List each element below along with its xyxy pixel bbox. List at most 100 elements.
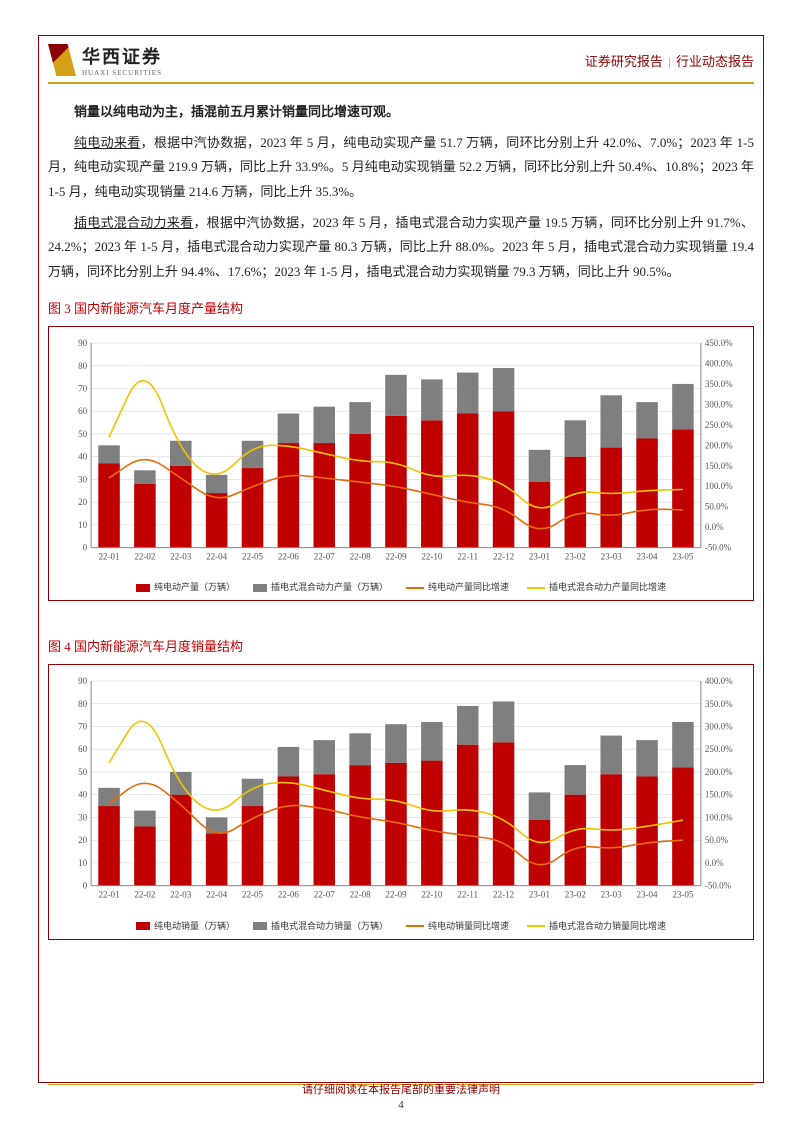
svg-text:60: 60: [78, 406, 88, 416]
legend-swatch: [136, 584, 150, 592]
legend-item: 纯电动销量同比增速: [406, 918, 509, 935]
svg-text:23-02: 23-02: [565, 890, 587, 900]
svg-text:23-05: 23-05: [672, 551, 694, 561]
svg-text:22-06: 22-06: [278, 890, 300, 900]
svg-text:23-05: 23-05: [672, 890, 694, 900]
svg-text:200.0%: 200.0%: [705, 767, 733, 777]
para-1: 纯电动来看，根据中汽协数据，2023 年 5 月，纯电动实现产量 51.7 万辆…: [48, 131, 754, 205]
svg-text:350.0%: 350.0%: [705, 699, 733, 709]
para-1-lead: 纯电动来看: [74, 135, 141, 150]
legend-item: 插电式混合动力产量（万辆）: [253, 579, 388, 596]
svg-text:0.0%: 0.0%: [705, 522, 724, 532]
legend-swatch: [527, 587, 545, 589]
legend-item: 纯电动产量同比增速: [406, 579, 509, 596]
bold-summary: 销量以纯电动为主，插混前五月累计销量同比增速可观。: [48, 100, 754, 125]
header-sep: |: [668, 54, 671, 69]
svg-text:0.0%: 0.0%: [705, 858, 724, 868]
svg-text:80: 80: [78, 360, 88, 370]
svg-text:10: 10: [78, 858, 88, 868]
svg-text:-50.0%: -50.0%: [705, 542, 732, 552]
svg-text:100.0%: 100.0%: [705, 481, 733, 491]
svg-text:22-06: 22-06: [278, 551, 300, 561]
svg-text:400.0%: 400.0%: [705, 358, 733, 368]
svg-text:80: 80: [78, 699, 88, 709]
fig4-legend: 纯电动销量（万辆） 插电式混合动力销量（万辆） 纯电动销量同比增速 插电式混合动力销量…: [55, 918, 747, 935]
svg-text:22-11: 22-11: [457, 551, 478, 561]
fig4-chart: 0102030405060708090-50.0%0.0%50.0%100.0%…: [48, 664, 754, 940]
svg-text:22-03: 22-03: [170, 890, 192, 900]
svg-text:22-07: 22-07: [314, 890, 336, 900]
legend-label: 纯电动销量同比增速: [428, 918, 509, 935]
svg-text:300.0%: 300.0%: [705, 721, 733, 731]
svg-text:250.0%: 250.0%: [705, 744, 733, 754]
svg-text:30: 30: [78, 812, 88, 822]
svg-text:400.0%: 400.0%: [705, 676, 733, 686]
svg-text:450.0%: 450.0%: [705, 338, 733, 348]
header-rule: [48, 82, 754, 84]
svg-text:22-12: 22-12: [493, 551, 515, 561]
svg-text:40: 40: [78, 790, 88, 800]
legend-swatch: [253, 922, 267, 930]
svg-text:22-03: 22-03: [170, 551, 192, 561]
svg-text:50.0%: 50.0%: [705, 835, 729, 845]
legend-label: 纯电动产量同比增速: [428, 579, 509, 596]
header-right: 证券研究报告 | 行业动态报告: [585, 51, 754, 70]
para-2: 插电式混合动力来看，根据中汽协数据，2023 年 5 月，插电式混合动力实现产量…: [48, 211, 754, 285]
svg-text:0: 0: [83, 881, 88, 891]
legend-label: 纯电动产量（万辆）: [154, 579, 235, 596]
svg-text:0: 0: [83, 542, 88, 552]
svg-text:22-09: 22-09: [385, 890, 407, 900]
svg-text:23-03: 23-03: [601, 890, 623, 900]
header-right-a: 证券研究报告: [585, 54, 663, 69]
svg-text:23-03: 23-03: [601, 551, 623, 561]
legend-item: 纯电动产量（万辆）: [136, 579, 235, 596]
legend-swatch: [406, 587, 424, 589]
svg-text:22-07: 22-07: [314, 551, 336, 561]
para-2-lead: 插电式混合动力来看: [74, 215, 193, 230]
svg-text:20: 20: [78, 497, 88, 507]
svg-text:40: 40: [78, 451, 88, 461]
footer-text: 请仔细阅读在本报告尾部的重要法律声明: [0, 1081, 802, 1097]
svg-text:22-01: 22-01: [99, 890, 120, 900]
svg-text:20: 20: [78, 835, 88, 845]
legend-label: 插电式混合动力产量（万辆）: [271, 579, 388, 596]
legend-swatch: [253, 584, 267, 592]
svg-text:70: 70: [78, 721, 88, 731]
logo: 华西证券 HUAXI SECURITIES: [48, 43, 162, 77]
fig4-title: 图 4 国内新能源汽车月度销量结构: [48, 635, 754, 660]
svg-text:22-08: 22-08: [350, 890, 372, 900]
legend-label: 插电式混合动力销量（万辆）: [271, 918, 388, 935]
legend-item: 插电式混合动力销量（万辆）: [253, 918, 388, 935]
page-header: 华西证券 HUAXI SECURITIES 证券研究报告 | 行业动态报告: [48, 40, 754, 80]
svg-text:90: 90: [78, 338, 88, 348]
fig3-chart: 0102030405060708090-50.0%0.0%50.0%100.0%…: [48, 326, 754, 602]
svg-text:23-04: 23-04: [637, 890, 659, 900]
footer-page: 4: [0, 1099, 802, 1111]
svg-text:23-04: 23-04: [637, 551, 659, 561]
content: 销量以纯电动为主，插混前五月累计销量同比增速可观。 纯电动来看，根据中汽协数据，…: [48, 100, 754, 940]
svg-text:22-02: 22-02: [134, 890, 156, 900]
legend-item: 纯电动销量（万辆）: [136, 918, 235, 935]
svg-text:250.0%: 250.0%: [705, 419, 733, 429]
svg-text:100.0%: 100.0%: [705, 812, 733, 822]
svg-text:50.0%: 50.0%: [705, 501, 729, 511]
svg-text:22-05: 22-05: [242, 551, 264, 561]
svg-text:23-01: 23-01: [529, 551, 550, 561]
svg-text:60: 60: [78, 744, 88, 754]
fig3-title: 图 3 国内新能源汽车月度产量结构: [48, 297, 754, 322]
svg-text:350.0%: 350.0%: [705, 378, 733, 388]
legend-swatch: [136, 922, 150, 930]
fig3-legend: 纯电动产量（万辆）插电式混合动力产量（万辆）纯电动产量同比增速插电式混合动力产量…: [55, 579, 747, 596]
svg-text:30: 30: [78, 474, 88, 484]
legend-item: 插电式混合动力销量同比增速: [527, 918, 666, 935]
svg-text:22-05: 22-05: [242, 890, 264, 900]
svg-text:22-08: 22-08: [350, 551, 372, 561]
svg-text:22-04: 22-04: [206, 890, 228, 900]
logo-cn: 华西证券: [82, 43, 162, 69]
svg-text:22-02: 22-02: [134, 551, 156, 561]
legend-swatch: [406, 925, 424, 927]
svg-text:22-01: 22-01: [99, 551, 120, 561]
legend-swatch: [527, 925, 545, 927]
logo-en: HUAXI SECURITIES: [82, 69, 162, 77]
fig4-svg: 0102030405060708090-50.0%0.0%50.0%100.0%…: [55, 673, 747, 914]
